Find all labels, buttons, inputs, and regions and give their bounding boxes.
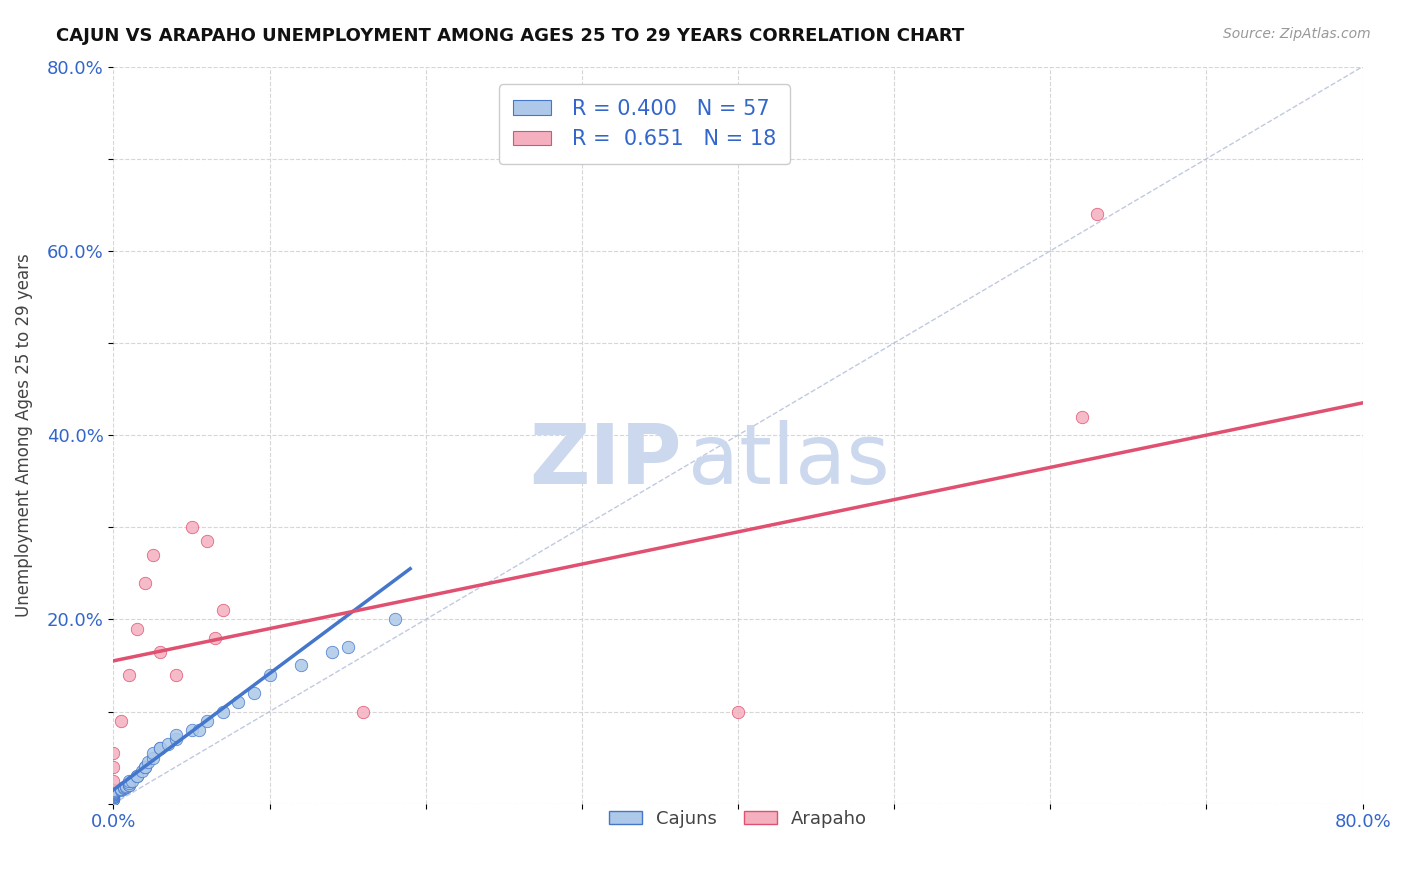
Point [243, 686, 266, 700]
Point [384, 612, 406, 626]
Point [103, 789, 125, 803]
Text: Source: ZipAtlas.com: Source: ZipAtlas.com [1223, 27, 1371, 41]
Point [157, 737, 180, 751]
Point [103, 760, 125, 774]
Point [204, 631, 226, 645]
Point [195, 714, 218, 728]
Point [103, 792, 125, 806]
Point [1085, 207, 1108, 221]
Point [103, 790, 125, 805]
Point [118, 778, 141, 792]
Point [110, 782, 132, 797]
Point [103, 783, 125, 797]
Point [103, 746, 125, 760]
Point [134, 575, 156, 590]
Point [180, 520, 202, 534]
Point [103, 788, 125, 802]
Point [165, 667, 187, 681]
Point [125, 769, 148, 783]
Point [290, 658, 312, 673]
Point [110, 781, 132, 796]
Point [211, 705, 233, 719]
Point [103, 792, 125, 806]
Point [141, 750, 163, 764]
Point [115, 779, 138, 793]
Point [103, 785, 125, 799]
Text: atlas: atlas [688, 420, 890, 501]
Point [103, 792, 125, 806]
Point [259, 667, 281, 681]
Point [134, 760, 156, 774]
Point [195, 534, 218, 549]
Point [103, 788, 125, 802]
Legend: Cajuns, Arapaho: Cajuns, Arapaho [602, 803, 875, 835]
Point [188, 723, 211, 737]
Point [336, 640, 359, 654]
Point [118, 778, 141, 792]
Point [149, 741, 172, 756]
Point [125, 622, 148, 636]
Point [103, 782, 125, 797]
Point [103, 790, 125, 805]
Point [103, 788, 125, 802]
Point [165, 732, 187, 747]
Point [648, 105, 671, 120]
Point [134, 760, 156, 774]
Point [121, 773, 143, 788]
Point [136, 755, 159, 769]
Point [103, 786, 125, 800]
Point [103, 789, 125, 804]
Point [115, 780, 138, 794]
Point [103, 786, 125, 800]
Point [103, 773, 125, 788]
Point [228, 695, 250, 709]
Point [180, 723, 202, 737]
Text: CAJUN VS ARAPAHO UNEMPLOYMENT AMONG AGES 25 TO 29 YEARS CORRELATION CHART: CAJUN VS ARAPAHO UNEMPLOYMENT AMONG AGES… [56, 27, 965, 45]
Point [141, 548, 163, 562]
Point [110, 781, 132, 796]
Point [1070, 409, 1092, 424]
Point [165, 727, 187, 741]
Point [103, 785, 125, 799]
Point [149, 645, 172, 659]
Point [103, 790, 125, 805]
Point [103, 789, 125, 804]
Y-axis label: Unemployment Among Ages 25 to 29 years: Unemployment Among Ages 25 to 29 years [15, 253, 32, 617]
Point [110, 714, 132, 728]
Point [321, 645, 343, 659]
Point [112, 780, 135, 794]
Text: ZIP: ZIP [529, 420, 682, 501]
Point [103, 792, 125, 806]
Point [118, 667, 141, 681]
Point [112, 780, 135, 795]
Point [131, 764, 153, 779]
Point [103, 788, 125, 802]
Point [118, 776, 141, 790]
Point [149, 741, 172, 756]
Point [727, 705, 749, 719]
Point [125, 769, 148, 783]
Point [141, 746, 163, 760]
Point [352, 705, 374, 719]
Point [118, 773, 141, 788]
Point [211, 603, 233, 617]
